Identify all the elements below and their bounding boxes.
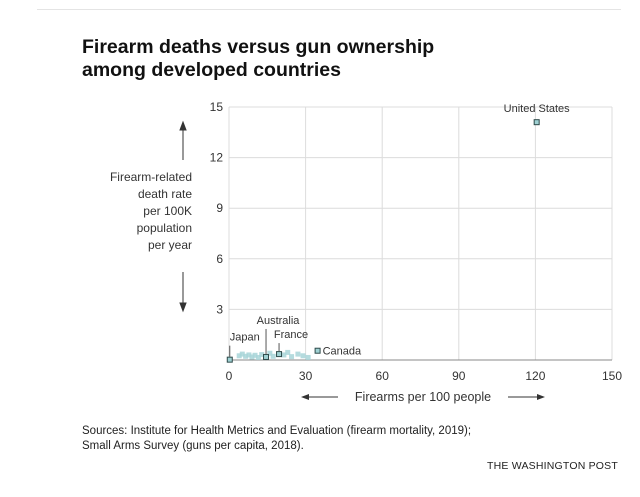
point-label-australia: Australia — [257, 315, 301, 327]
data-point-7 — [255, 354, 261, 360]
labeled-points: United States Canada France Australia Japan — [226, 103, 571, 363]
x-tick-label-120: 120 — [525, 369, 545, 383]
point-label-japan: Japan — [230, 332, 260, 344]
y-axis-label-line-3: per 100K — [143, 204, 192, 218]
data-point-12 — [285, 349, 291, 355]
y-axis-arrow — [179, 120, 187, 313]
x-axis-label-group: Firearms per 100 people — [301, 390, 545, 404]
x-tick-label-0: 0 — [226, 369, 233, 383]
data-point-8 — [259, 352, 265, 358]
point-label-canada: Canada — [323, 346, 362, 358]
data-point-13 — [289, 354, 295, 360]
top-rule — [37, 9, 621, 10]
y-tick-label-15: 15 — [210, 100, 224, 114]
y-axis-label-line-4: population — [137, 221, 192, 235]
x-arrow-left-head — [301, 394, 309, 400]
y-tick-label-12: 12 — [210, 151, 224, 165]
y-axis-label-line-5: per year — [148, 238, 192, 252]
data-point-2 — [239, 351, 245, 357]
data-point-3 — [243, 353, 249, 359]
x-arrow-right-head — [537, 394, 545, 400]
x-tick-labels: 0 30 60 90 120 150 — [226, 369, 623, 383]
grid-lines — [228, 106, 613, 361]
data-point-15 — [300, 353, 306, 359]
data-point-16 — [305, 354, 311, 360]
x-tick-label-90: 90 — [452, 369, 466, 383]
data-point-14 — [295, 351, 301, 357]
y-axis-label-line-2: death rate — [138, 187, 192, 201]
chart-title: Firearm deaths versus gun ownership amon… — [82, 36, 562, 82]
data-point-9 — [267, 350, 273, 356]
chart-title-line-2: among developed countries — [82, 59, 341, 81]
data-point-6 — [252, 352, 258, 358]
publisher-credit: THE WASHINGTON POST — [487, 460, 618, 472]
scatter-chart: 3 6 9 12 15 0 30 60 90 120 150 Firearm-related de… — [110, 100, 623, 404]
y-arrow-down-head — [179, 302, 187, 313]
x-axis-label: Firearms per 100 people — [355, 390, 491, 404]
y-tick-label-6: 6 — [216, 252, 223, 266]
point-label-france: France — [274, 329, 308, 341]
y-axis-label-line-1: Firearm-related — [110, 170, 192, 184]
y-arrow-up-head — [179, 120, 187, 131]
point-label-united-states: United States — [504, 103, 571, 115]
point-united-states — [533, 119, 540, 126]
chart-title-line-1: Firearm deaths versus gun ownership — [82, 36, 435, 58]
data-point-10 — [270, 353, 276, 359]
data-point-1 — [236, 353, 242, 359]
data-point-4 — [246, 352, 252, 358]
point-australia — [263, 353, 270, 360]
data-point-11 — [281, 352, 287, 358]
y-axis-label: Firearm-related death rate per 100K popu… — [110, 170, 192, 252]
x-tick-label-150: 150 — [602, 369, 622, 383]
y-tick-label-9: 9 — [216, 201, 223, 215]
x-tick-label-30: 30 — [299, 369, 313, 383]
point-france — [276, 351, 283, 358]
x-tick-label-60: 60 — [376, 369, 390, 383]
leader-lines — [229, 328, 280, 357]
sources-note: Sources: Institute for Health Metrics an… — [82, 424, 562, 454]
sources-line-1: Sources: Institute for Health Metrics an… — [82, 425, 472, 437]
point-japan — [226, 356, 233, 363]
y-tick-label-3: 3 — [216, 302, 223, 316]
data-point-5 — [249, 354, 255, 360]
y-tick-labels: 3 6 9 12 15 — [210, 100, 224, 316]
point-canada — [314, 347, 321, 354]
sources-line-2: Small Arms Survey (guns per capita, 2018… — [82, 440, 304, 452]
other-points — [236, 349, 311, 360]
